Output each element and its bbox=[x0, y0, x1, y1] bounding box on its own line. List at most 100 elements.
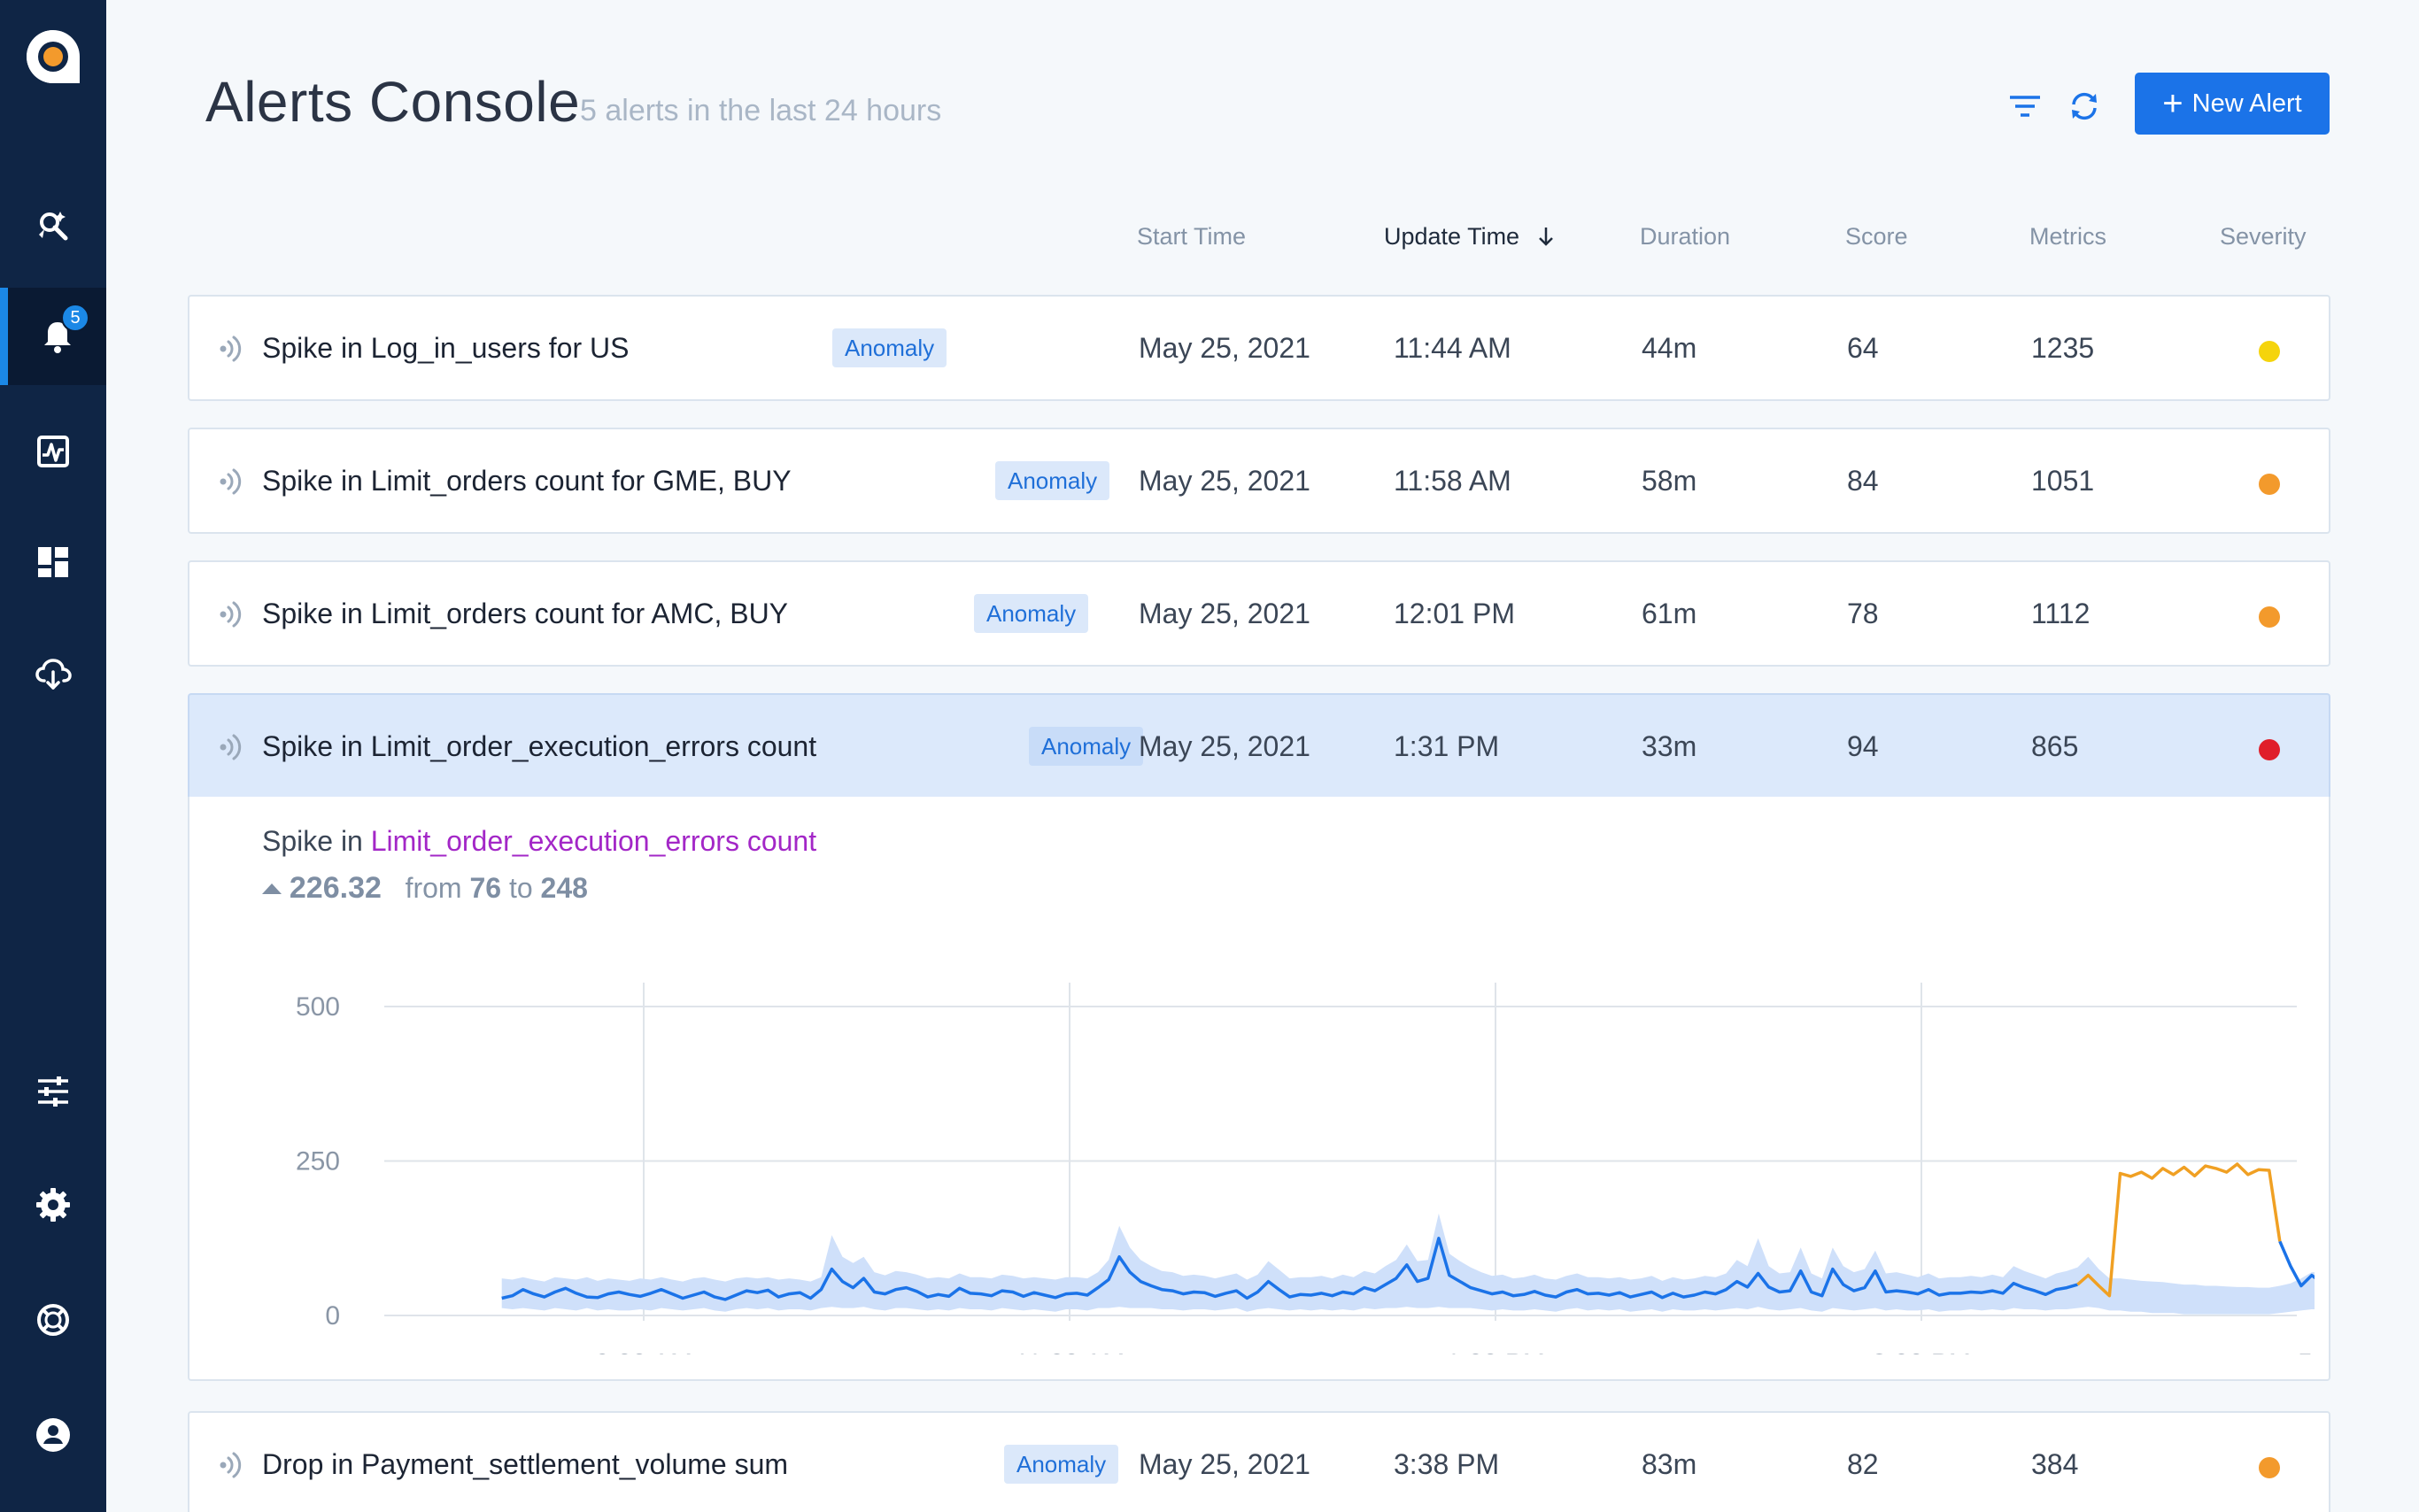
column-duration[interactable]: Duration bbox=[1640, 223, 1731, 250]
signal-icon bbox=[220, 336, 242, 362]
alert-update-time: 11:58 AM bbox=[1394, 465, 1511, 497]
detail-delta: 226.32 bbox=[289, 871, 382, 905]
sidebar-item-data-sources[interactable] bbox=[0, 625, 106, 722]
detail-from-label: from bbox=[405, 872, 462, 904]
page-subtitle: 5 alerts in the last 24 hours bbox=[580, 94, 942, 127]
app-logo[interactable] bbox=[24, 27, 82, 86]
alert-update-time: 1:31 PM bbox=[1394, 730, 1500, 762]
alert-title: Spike in Limit_orders count for GME, BUY bbox=[262, 465, 792, 497]
alert-start-time: May 25, 2021 bbox=[1139, 1448, 1310, 1480]
chart-icon bbox=[37, 436, 69, 467]
alert-score: 64 bbox=[1847, 332, 1879, 364]
alert-duration: 33m bbox=[1642, 730, 1697, 762]
series-line-before bbox=[501, 1237, 2078, 1301]
alert-type-tag: Anomaly bbox=[995, 461, 1110, 500]
y-tick-label: 250 bbox=[296, 1147, 340, 1176]
confidence-band bbox=[501, 1213, 2315, 1315]
search-magic-icon bbox=[39, 212, 68, 241]
sidebar-item-metrics[interactable] bbox=[0, 403, 106, 500]
alert-row[interactable]: Drop in Payment_settlement_volume sum Ano… bbox=[188, 1411, 2330, 1512]
detail-from-value: 76 bbox=[469, 872, 502, 904]
alert-duration: 58m bbox=[1642, 465, 1697, 497]
plus-icon: + bbox=[2162, 84, 2183, 123]
sort-desc-icon bbox=[1538, 228, 1553, 246]
y-tick-label: 0 bbox=[325, 1301, 340, 1331]
filter-icon bbox=[2010, 96, 2040, 117]
sidebar: 5 bbox=[0, 0, 106, 1512]
signal-icon bbox=[220, 468, 242, 495]
alert-duration: 83m bbox=[1642, 1448, 1697, 1480]
lifebuoy-icon bbox=[37, 1304, 69, 1336]
alert-row[interactable]: Spike in Limit_orders count for AMC, BUY… bbox=[188, 560, 2330, 667]
x-tick-label: 11:00 AM bbox=[1015, 1349, 1125, 1354]
alert-start-time: May 25, 2021 bbox=[1139, 598, 1310, 629]
alert-metrics: 384 bbox=[2031, 1448, 2079, 1480]
cloud-download-icon bbox=[35, 659, 72, 690]
alert-metrics: 1051 bbox=[2031, 465, 2095, 497]
alert-score: 78 bbox=[1847, 598, 1879, 629]
alert-update-time: 11:44 AM bbox=[1394, 332, 1511, 364]
alert-score: 94 bbox=[1847, 730, 1879, 762]
sidebar-item-settings[interactable] bbox=[0, 1156, 106, 1254]
detail-to-value: 248 bbox=[540, 872, 588, 904]
signal-icon bbox=[220, 601, 242, 628]
new-alert-button[interactable]: + New Alert bbox=[2135, 73, 2330, 135]
alert-detail-panel: Spike in Limit_order_execution_errors co… bbox=[188, 797, 2330, 1381]
refresh-button[interactable] bbox=[2065, 87, 2104, 126]
user-icon bbox=[36, 1418, 70, 1452]
detail-change: 226.32 from 76 to 248 bbox=[262, 871, 588, 906]
alert-metrics: 1235 bbox=[2031, 332, 2095, 364]
severity-indicator bbox=[2259, 341, 2280, 362]
alert-metrics: 1112 bbox=[2031, 598, 2091, 629]
severity-indicator bbox=[2259, 1457, 2280, 1478]
new-alert-label: New Alert bbox=[2191, 89, 2302, 118]
sidebar-item-profile[interactable] bbox=[0, 1386, 106, 1484]
detail-title: Spike in Limit_order_execution_errors co… bbox=[262, 825, 816, 858]
filter-button[interactable] bbox=[2006, 87, 2044, 126]
alert-row[interactable]: Spike in Log_in_users for US Anomaly May 2… bbox=[188, 295, 2330, 401]
column-metrics[interactable]: Metrics bbox=[2029, 223, 2106, 250]
x-tick-label: 1:00 PM bbox=[1446, 1349, 1545, 1354]
alert-title: Spike in Log_in_users for US bbox=[262, 332, 630, 364]
y-tick-label: 500 bbox=[296, 992, 340, 1022]
alert-duration: 44m bbox=[1642, 332, 1697, 364]
column-start-time[interactable]: Start Time bbox=[1137, 223, 1247, 250]
detail-metric-link[interactable]: Limit_order_execution_errors count bbox=[370, 825, 817, 857]
severity-indicator bbox=[2259, 606, 2280, 628]
gear-icon bbox=[36, 1188, 70, 1222]
anomaly-line bbox=[2076, 1162, 2282, 1298]
sidebar-item-explore[interactable] bbox=[0, 177, 106, 274]
alert-row[interactable]: Spike in Limit_order_execution_errors co… bbox=[188, 693, 2330, 799]
column-score[interactable]: Score bbox=[1845, 223, 1908, 250]
alert-row[interactable]: Spike in Limit_orders count for GME, BUY… bbox=[188, 428, 2330, 534]
alert-score: 82 bbox=[1847, 1448, 1879, 1480]
detail-to-label: to bbox=[508, 872, 533, 904]
alert-type-tag: Anomaly bbox=[974, 594, 1089, 633]
sidebar-item-dashboards[interactable] bbox=[0, 513, 106, 611]
signal-icon bbox=[220, 1452, 242, 1478]
anomaly-chart[interactable]: 0 250 500 9:00 AM 11:00 AM 1:00 PM 3:00 PM 5:00… bbox=[225, 930, 2315, 1354]
signal-icon bbox=[220, 734, 242, 760]
sidebar-item-tune[interactable] bbox=[0, 1043, 106, 1140]
detail-prefix: Spike in bbox=[262, 825, 363, 857]
alert-title: Drop in Payment_settlement_volume sum bbox=[262, 1448, 789, 1480]
alert-title: Spike in Limit_orders count for AMC, BUY bbox=[262, 598, 789, 629]
severity-indicator bbox=[2259, 739, 2280, 760]
alert-title: Spike in Limit_order_execution_errors co… bbox=[262, 730, 817, 762]
column-update-time-label: Update Time bbox=[1384, 223, 1520, 250]
sliders-icon bbox=[38, 1076, 68, 1107]
sidebar-item-alerts[interactable]: 5 bbox=[0, 288, 106, 385]
alerts-count-badge: 5 bbox=[61, 304, 89, 332]
alert-type-tag: Anomaly bbox=[1004, 1445, 1119, 1484]
alert-type-tag: Anomaly bbox=[832, 328, 947, 367]
alert-metrics: 865 bbox=[2031, 730, 2079, 762]
alert-type-tag: Anomaly bbox=[1029, 727, 1144, 766]
alert-start-time: May 25, 2021 bbox=[1139, 730, 1310, 762]
column-update-time[interactable]: Update Time bbox=[1384, 223, 1557, 251]
alert-update-time: 3:38 PM bbox=[1394, 1448, 1500, 1480]
dashboard-icon bbox=[38, 547, 68, 577]
sidebar-item-help[interactable] bbox=[0, 1271, 106, 1369]
column-severity[interactable]: Severity bbox=[2220, 223, 2307, 250]
logo-icon bbox=[27, 30, 80, 83]
alert-start-time: May 25, 2021 bbox=[1139, 465, 1310, 497]
